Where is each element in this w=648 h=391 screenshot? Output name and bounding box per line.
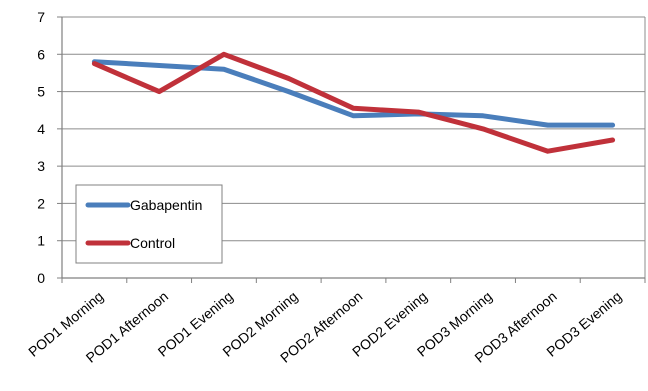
legend-label-gabapentin: Gabapentin (130, 197, 202, 213)
series-line-control (91, 51, 616, 154)
axes (61, 17, 646, 279)
y-axis-ticks: 0 1 2 3 4 5 6 7 (37, 9, 62, 286)
y-tick-label: 4 (37, 121, 45, 137)
series-lines (91, 51, 616, 154)
y-tick-label: 6 (37, 46, 45, 62)
y-tick-label: 1 (37, 233, 45, 249)
y-tick-label: 5 (37, 84, 45, 100)
series-line-gabapentin (91, 59, 616, 128)
legend-label-control: Control (130, 235, 175, 251)
legend-box (75, 184, 223, 264)
y-tick-label: 2 (37, 195, 45, 211)
y-tick-label: 3 (37, 158, 45, 174)
legend: Gabapentin Control (75, 184, 223, 264)
y-tick-label: 7 (37, 9, 45, 25)
y-tick-label: 0 (37, 270, 45, 286)
